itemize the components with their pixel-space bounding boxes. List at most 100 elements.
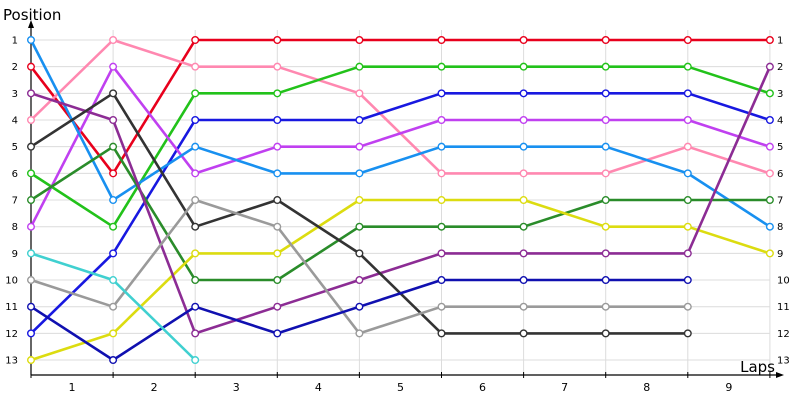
series-12-point: [191, 302, 200, 311]
series-2-point: [191, 62, 200, 71]
series-1-point: [27, 62, 36, 71]
series-3-point: [519, 62, 528, 71]
y-tick-label-left: 13: [5, 356, 18, 367]
x-tick-label: 4: [315, 381, 322, 394]
series-8-point: [765, 249, 774, 258]
series-2-point: [355, 89, 364, 98]
series-9-point: [765, 62, 774, 71]
y-tick-label-right: 11: [777, 302, 790, 313]
x-tick-label: 5: [397, 381, 404, 394]
series-10-point: [273, 196, 282, 205]
grid: [30, 30, 771, 375]
series-4-point: [355, 116, 364, 125]
series-12-point: [109, 356, 118, 365]
series-9-point: [273, 302, 282, 311]
y-tick-label-right: 7: [777, 196, 783, 207]
series-6-point: [191, 142, 200, 151]
series-8-point: [109, 329, 118, 338]
series-11-point: [191, 196, 200, 205]
series-1-point: [109, 169, 118, 178]
series-7-point: [273, 276, 282, 285]
x-tick-label: 7: [561, 381, 568, 394]
series-11-point: [27, 276, 36, 285]
y-axis-arrow: [28, 20, 34, 28]
series-1-point: [437, 36, 446, 45]
series-6-point: [765, 222, 774, 231]
series-6-point: [519, 142, 528, 151]
series-6-point: [27, 36, 36, 45]
series-5-point: [191, 169, 200, 178]
series-9-point: [437, 249, 446, 258]
series-7-point: [355, 222, 364, 231]
series-10-point: [519, 329, 528, 338]
series-8-point: [27, 356, 36, 365]
series-6-point: [355, 169, 364, 178]
y-tick-label-left: 10: [5, 276, 18, 287]
series-8-point: [601, 222, 610, 231]
series-6-point: [601, 142, 610, 151]
series-7-point: [765, 196, 774, 205]
x-axis-title: Laps: [740, 358, 775, 376]
series-9-point: [683, 249, 692, 258]
series-9-point: [27, 89, 36, 98]
series-10-point: [27, 142, 36, 151]
series-9-point: [519, 249, 528, 258]
series-5-point: [273, 142, 282, 151]
y-tick-label-left: 11: [5, 302, 18, 313]
y-tick-label-left: 12: [5, 329, 18, 340]
series-5-point: [109, 62, 118, 71]
x-tick-label: 1: [69, 381, 76, 394]
series-4-point: [683, 89, 692, 98]
series-10-point: [683, 329, 692, 338]
series-1-point: [519, 36, 528, 45]
series-4-point: [437, 89, 446, 98]
series-9-point: [191, 329, 200, 338]
series-lines: [27, 36, 774, 365]
series-5-point: [601, 116, 610, 125]
y-tick-label-right: 2: [777, 62, 783, 73]
series-3-point: [27, 169, 36, 178]
series-2-point: [109, 36, 118, 45]
series-5-point: [683, 116, 692, 125]
x-tick-label: 3: [233, 381, 240, 394]
series-2-point: [519, 169, 528, 178]
series-3-point: [765, 89, 774, 98]
series-1-point: [765, 36, 774, 45]
series-5-point: [355, 142, 364, 151]
series-4-point: [191, 116, 200, 125]
y-tick-label-right: 13: [777, 356, 790, 367]
series-1-point: [355, 36, 364, 45]
series-3-point: [355, 62, 364, 71]
series-13-point: [27, 249, 36, 258]
series-7-point: [27, 196, 36, 205]
series-10-point: [355, 249, 364, 258]
series-5-point: [27, 222, 36, 231]
series-8-point: [273, 249, 282, 258]
y-tick-label-left: 4: [12, 116, 18, 127]
series-11-point: [683, 302, 692, 311]
series-4-point: [765, 116, 774, 125]
series-6-point: [683, 169, 692, 178]
series-line-1: [29, 38, 772, 175]
y-tick-label-left: 9: [12, 249, 18, 260]
series-13-point: [109, 276, 118, 285]
series-line-7: [29, 145, 772, 282]
series-3-point: [437, 62, 446, 71]
series-13-point: [191, 356, 200, 365]
series-2-point: [601, 169, 610, 178]
series-8-point: [519, 196, 528, 205]
series-9-point: [109, 116, 118, 125]
y-tick-label-right: 6: [777, 169, 783, 180]
series-2-point: [683, 142, 692, 151]
series-12-point: [683, 276, 692, 285]
series-7-point: [191, 276, 200, 285]
series-12-point: [601, 276, 610, 285]
series-line-6: [29, 38, 772, 228]
series-11-point: [273, 222, 282, 231]
x-tick-label: 6: [479, 381, 486, 394]
series-8-point: [683, 222, 692, 231]
series-6-point: [437, 142, 446, 151]
series-4-point: [273, 116, 282, 125]
